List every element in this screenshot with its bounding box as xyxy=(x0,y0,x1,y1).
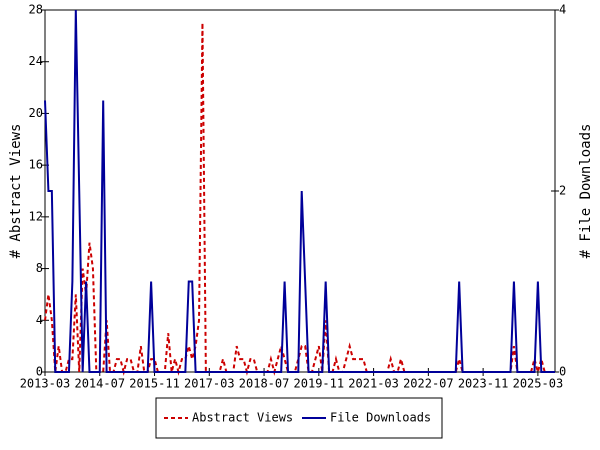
y-axis-title: # Abstract Views xyxy=(8,124,24,259)
y-tick-label: 28 xyxy=(29,3,43,17)
y-tick-label: 20 xyxy=(29,106,43,120)
y-tick-label: 12 xyxy=(29,209,43,223)
series-line xyxy=(44,9,555,373)
y2-tick-label: 0 xyxy=(559,365,566,379)
x-tick-label: 2014-07 xyxy=(74,377,125,391)
legend-label: Abstract Views xyxy=(192,411,293,425)
y-tick-label: 0 xyxy=(36,365,43,379)
y2-tick-label: 4 xyxy=(559,3,566,17)
x-tick-label: 2025-03 xyxy=(513,377,564,391)
x-tick-label: 2015-11 xyxy=(129,377,180,391)
x-tick-label: 2019-11 xyxy=(294,377,345,391)
y2-axis-title: # File Downloads xyxy=(578,124,594,259)
x-tick-label: 2018-07 xyxy=(239,377,290,391)
legend-label: File Downloads xyxy=(330,411,431,425)
y-tick-label: 16 xyxy=(29,158,43,172)
x-tick-label: 2017-03 xyxy=(184,377,235,391)
x-tick-label: 2023-11 xyxy=(458,377,509,391)
y2-tick-label: 2 xyxy=(559,184,566,198)
y-tick-label: 4 xyxy=(36,313,43,327)
y-tick-label: 8 xyxy=(36,261,43,275)
x-tick-label: 2021-03 xyxy=(348,377,399,391)
x-tick-label: 2013-03 xyxy=(20,377,71,391)
y-tick-label: 24 xyxy=(29,54,43,68)
legend-box xyxy=(155,397,443,439)
x-tick-label: 2022-07 xyxy=(403,377,454,391)
